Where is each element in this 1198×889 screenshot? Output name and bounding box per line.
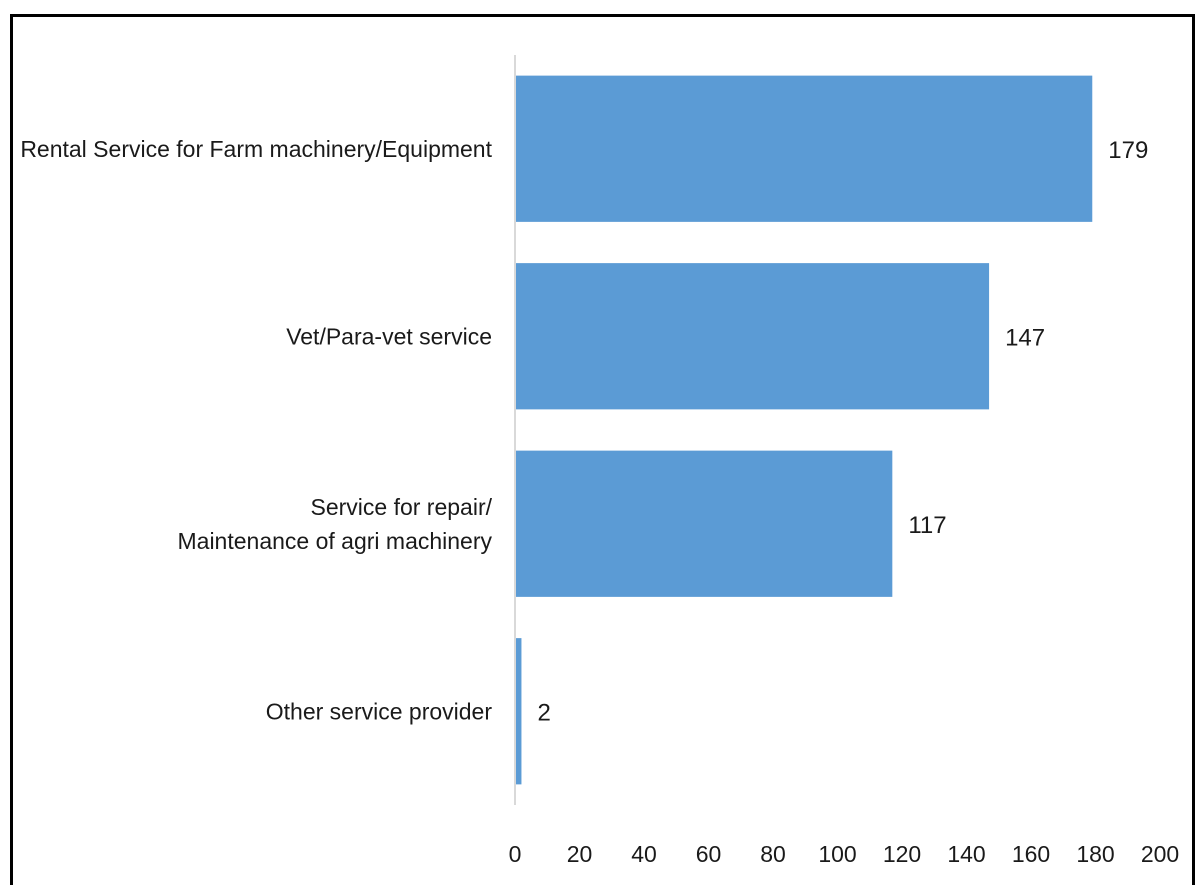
bars-group — [515, 75, 1093, 785]
x-axis-ticks: 0 20 40 60 80 100 120 140 160 180 200 — [509, 841, 1180, 867]
x-tick-label-6: 120 — [883, 841, 921, 867]
x-tick-label-0: 0 — [509, 841, 522, 867]
x-tick-label-1: 20 — [567, 841, 593, 867]
value-label-1: 147 — [1005, 324, 1045, 351]
x-tick-label-10: 200 — [1141, 841, 1179, 867]
x-tick-label-3: 60 — [696, 841, 722, 867]
x-tick-label-2: 40 — [631, 841, 657, 867]
bar-0 — [515, 75, 1093, 222]
bar-1 — [515, 263, 990, 410]
category-label-1: Vet/Para-vet service — [286, 323, 492, 349]
value-label-3: 2 — [537, 699, 550, 726]
x-tick-label-4: 80 — [760, 841, 786, 867]
category-labels: Rental Service for Farm machinery/Equipm… — [20, 136, 492, 725]
x-tick-label-9: 180 — [1076, 841, 1114, 867]
x-tick-label-7: 140 — [947, 841, 985, 867]
category-label-2: Service for repair/Maintenance of agri m… — [178, 494, 493, 554]
value-label-0: 179 — [1108, 137, 1148, 164]
category-label-0: Rental Service for Farm machinery/Equipm… — [20, 136, 492, 162]
category-label-3: Other service provider — [266, 698, 493, 724]
x-tick-label-5: 100 — [818, 841, 856, 867]
bar-3 — [515, 638, 522, 785]
x-tick-label-8: 160 — [1012, 841, 1050, 867]
value-label-2: 117 — [908, 512, 946, 539]
bar-2 — [515, 450, 893, 597]
value-labels: 179 147 117 2 — [537, 137, 1148, 727]
